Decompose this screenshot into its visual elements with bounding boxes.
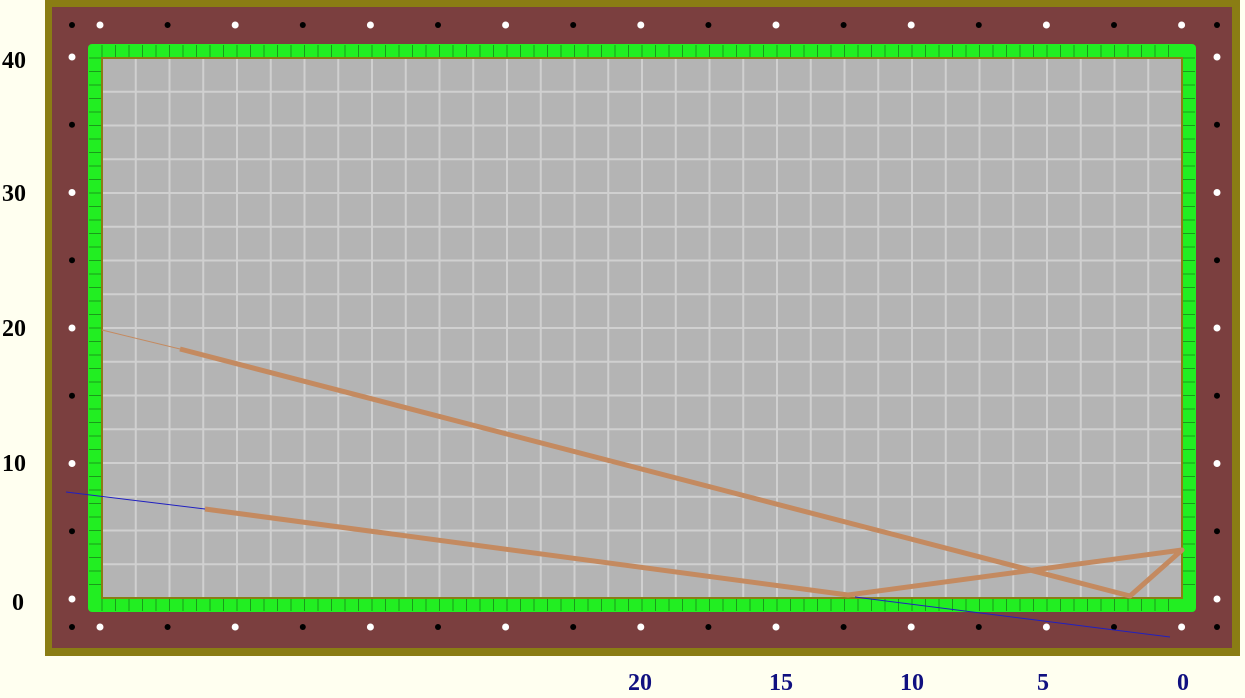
black-diamond [1214, 624, 1220, 630]
black-diamond [975, 624, 982, 630]
white-diamond [68, 595, 76, 603]
black-diamond [1214, 121, 1220, 128]
black-diamond [1214, 528, 1220, 535]
white-diamond [502, 623, 510, 631]
shot-path [65, 329, 1185, 638]
black-diamond [69, 528, 75, 535]
y-axis-label: 20 [2, 316, 26, 342]
white-diamond [68, 460, 76, 467]
white-diamond [772, 21, 780, 29]
white-diamond [68, 189, 76, 196]
white-diamond [907, 623, 915, 631]
black-diamond [69, 392, 75, 399]
white-diamond [1178, 623, 1186, 631]
white-diamond [1213, 53, 1221, 61]
black-diamond [570, 624, 577, 630]
y-axis-label: 10 [2, 451, 26, 477]
white-diamond [68, 324, 76, 332]
white-diamond [231, 21, 239, 29]
black-diamond [705, 624, 712, 630]
white-diamond [1213, 595, 1221, 603]
black-diamond [299, 22, 306, 28]
black-diamond [1111, 624, 1117, 630]
black-diamond [1214, 392, 1220, 399]
black-diamond [840, 624, 847, 630]
white-diamond [1213, 460, 1221, 467]
x-axis-label: 0 [1177, 670, 1189, 696]
x-axis-label: 20 [628, 670, 652, 696]
x-axis-label: 5 [1037, 670, 1049, 696]
y-axis-label: 40 [2, 48, 26, 74]
black-diamond [69, 121, 75, 128]
black-diamond [69, 257, 75, 264]
white-diamond [96, 623, 104, 631]
white-diamond [1178, 21, 1186, 29]
white-diamond [1042, 21, 1050, 29]
x-axis-label: 15 [769, 670, 793, 696]
white-diamond [366, 21, 374, 29]
black-diamond [69, 22, 75, 28]
black-diamond [1214, 257, 1220, 264]
black-diamond [1111, 22, 1117, 28]
white-diamond [907, 21, 915, 29]
white-diamond [68, 53, 76, 61]
ball-path [179, 346, 1185, 599]
white-diamond [1213, 324, 1221, 332]
path-entry-thin [101, 329, 181, 350]
black-diamond [164, 22, 171, 28]
white-diamond [231, 623, 239, 631]
white-diamond [637, 623, 645, 631]
black-diamond [435, 624, 441, 630]
aim-line-right [854, 596, 1171, 638]
white-diamond [96, 21, 104, 29]
aim-line-left [65, 491, 206, 510]
y-axis-label: 30 [2, 181, 26, 207]
black-diamond [164, 624, 171, 630]
black-diamond [570, 22, 577, 28]
black-diamond [69, 624, 75, 630]
y-axis-label: 0 [12, 590, 24, 616]
white-diamond [366, 623, 374, 631]
white-diamond [1042, 623, 1050, 631]
black-diamond [1214, 22, 1220, 28]
black-diamond [435, 22, 441, 28]
white-diamond [502, 21, 510, 29]
black-diamond [705, 22, 712, 28]
rail-diamonds [68, 21, 1221, 631]
black-diamond [299, 624, 306, 630]
white-diamond [637, 21, 645, 29]
black-diamond [975, 22, 982, 28]
white-diamond [772, 623, 780, 631]
white-diamond [1213, 189, 1221, 196]
cushion-segments [89, 45, 1195, 611]
black-diamond [840, 22, 847, 28]
felt-grid [103, 59, 1181, 597]
x-axis-label: 10 [900, 670, 924, 696]
